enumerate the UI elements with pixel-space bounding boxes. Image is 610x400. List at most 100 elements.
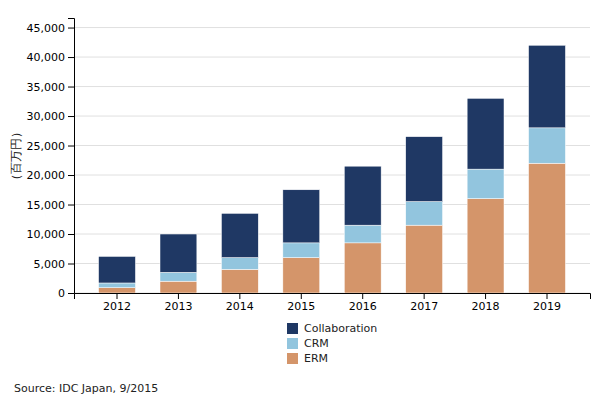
x-axis-line	[75, 294, 591, 300]
legend-swatch	[287, 338, 298, 349]
y-tick-mark	[68, 175, 74, 176]
bar	[99, 288, 136, 293]
legend-label: ERM	[304, 352, 328, 365]
y-tick: 0	[58, 287, 74, 300]
x-tick-mark	[178, 293, 179, 299]
bar	[529, 45, 566, 128]
y-tick-label: 40,000	[27, 51, 66, 64]
y-tick: 5,000	[34, 258, 75, 271]
bar	[344, 166, 381, 225]
bar	[221, 213, 258, 257]
y-tick-label: 0	[58, 287, 65, 300]
y-tick-label: 30,000	[27, 110, 66, 123]
x-tick: 2019	[533, 293, 561, 313]
bar	[160, 234, 197, 272]
grid-line	[74, 263, 590, 264]
x-tick-label: 2017	[410, 300, 438, 313]
y-tick-label: 35,000	[27, 81, 66, 94]
bar	[344, 225, 381, 243]
legend-label: Collaboration	[304, 322, 377, 335]
bar	[344, 243, 381, 293]
bar	[160, 272, 197, 281]
bar	[99, 283, 136, 288]
legend-label: CRM	[304, 337, 329, 350]
x-tick: 2012	[103, 293, 131, 313]
bar	[529, 128, 566, 163]
plot: 2012 2013 2014 2015 2016 2017 2018 2019 0 5,000 10…	[27, 19, 591, 313]
legend: Collaboration CRM ERM	[287, 322, 377, 365]
legend-item: ERM	[287, 352, 328, 365]
x-tick-label: 2016	[349, 300, 377, 313]
bar	[160, 281, 197, 293]
y-tick-label: 45,000	[27, 22, 66, 35]
x-tick: 2014	[226, 293, 254, 313]
x-tick-label: 2018	[472, 300, 500, 313]
y-tick-mark	[68, 264, 74, 265]
y-tick-mark	[68, 28, 74, 29]
bar	[283, 243, 320, 258]
grid	[74, 28, 590, 293]
y-tick-label: 15,000	[27, 199, 66, 212]
y-tick: 15,000	[27, 199, 75, 212]
x-tick-mark	[485, 293, 486, 299]
x-tick-label: 2014	[226, 300, 254, 313]
x-tick: 2016	[349, 293, 377, 313]
grid-line	[74, 27, 590, 28]
bar	[406, 202, 443, 226]
grid-line	[74, 145, 590, 146]
y-tick: 30,000	[27, 110, 75, 123]
chart: 2012 2013 2014 2015 2016 2017 2018 2019 0 5,000 10…	[0, 0, 610, 400]
y-axis-title: （百万円）	[9, 126, 23, 186]
x-tick-mark	[362, 293, 363, 299]
y-axis-line	[68, 19, 75, 294]
bar	[529, 163, 566, 293]
y-tick-label: 25,000	[27, 140, 66, 153]
y-tick: 25,000	[27, 140, 75, 153]
y-tick-label: 5,000	[34, 258, 66, 271]
bar-series	[99, 45, 566, 283]
bar	[221, 258, 258, 270]
y-tick-mark	[68, 57, 74, 58]
source-note: Source: IDC Japan, 9/2015	[14, 382, 158, 395]
y-tick: 35,000	[27, 81, 75, 94]
bar-series	[99, 163, 566, 293]
y-axis: 0 5,000 10,000 15,000 20,000 25,000 30,000 35,0…	[27, 19, 75, 301]
y-tick-mark	[68, 205, 74, 206]
x-tick-mark	[301, 293, 302, 299]
legend-swatch	[287, 353, 298, 364]
bar	[283, 190, 320, 243]
y-tick-mark	[68, 234, 74, 235]
y-tick-mark	[68, 87, 74, 88]
y-tick-mark	[68, 116, 74, 117]
legend-item: Collaboration	[287, 322, 377, 335]
grid-line	[74, 234, 590, 235]
y-tick-label: 20,000	[27, 169, 66, 182]
grid-line	[74, 204, 590, 205]
bars	[99, 45, 566, 293]
y-tick-mark	[68, 293, 74, 294]
y-tick-label: 10,000	[27, 228, 66, 241]
legend-swatch	[287, 323, 298, 334]
bar	[283, 258, 320, 293]
y-tick: 45,000	[27, 22, 75, 35]
y-tick: 40,000	[27, 51, 75, 64]
x-tick-label: 2012	[103, 300, 131, 313]
x-tick: 2015	[287, 293, 315, 313]
bar	[406, 225, 443, 293]
bar	[406, 137, 443, 202]
grid-line	[74, 57, 590, 58]
x-tick-label: 2019	[533, 300, 561, 313]
y-tick: 20,000	[27, 169, 75, 182]
bar	[467, 98, 504, 169]
grid-line	[74, 175, 590, 176]
bar	[467, 199, 504, 293]
legend-item: CRM	[287, 337, 329, 350]
bar	[99, 256, 136, 283]
x-tick-label: 2013	[164, 300, 192, 313]
x-tick-mark	[239, 293, 240, 299]
x-tick: 2013	[164, 293, 192, 313]
y-tick-mark	[68, 146, 74, 147]
x-tick-label: 2015	[287, 300, 315, 313]
x-axis: 2012 2013 2014 2015 2016 2017 2018 2019	[75, 293, 591, 313]
grid-line	[74, 116, 590, 117]
